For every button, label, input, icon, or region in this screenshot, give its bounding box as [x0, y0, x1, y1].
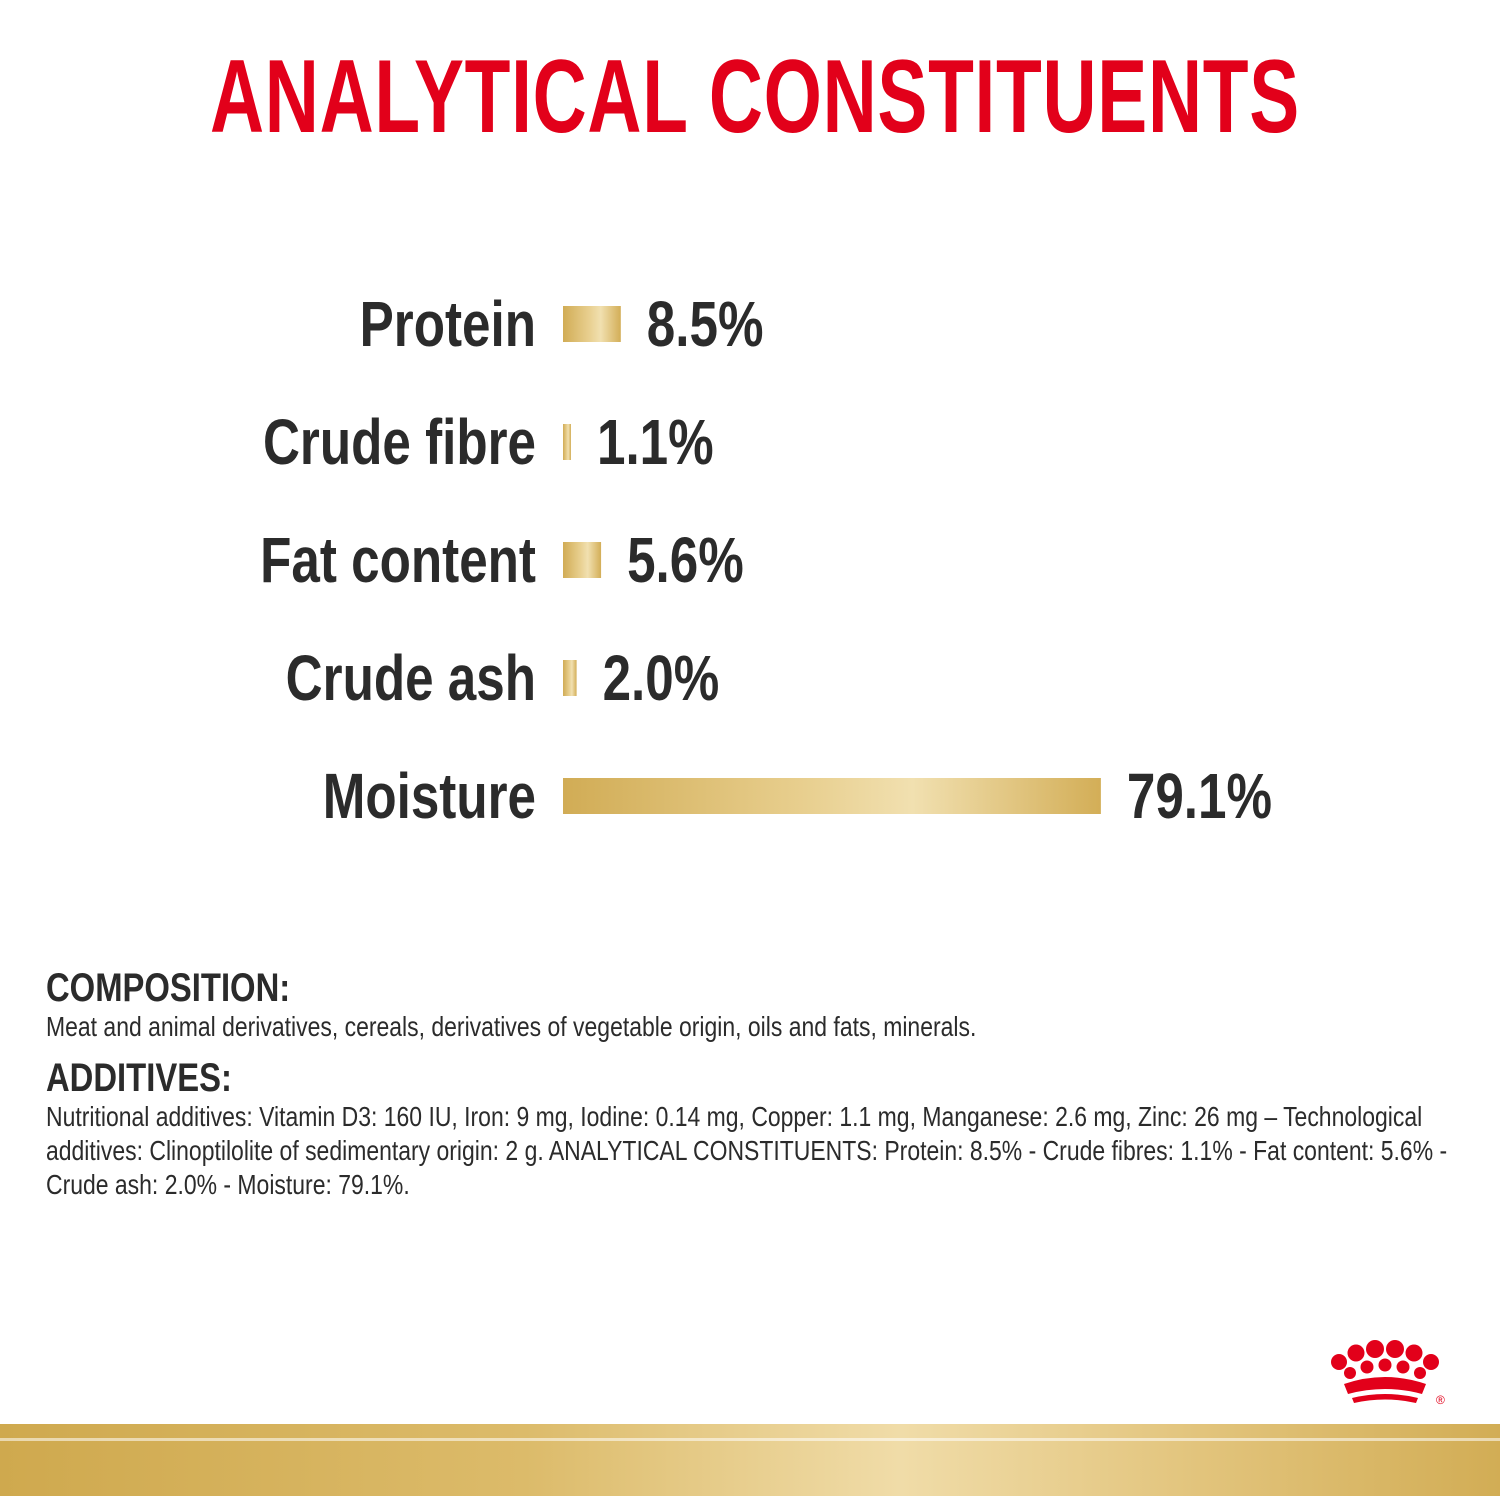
category-label: Fat content — [260, 526, 536, 597]
bottom-decorative-band — [0, 1424, 1500, 1496]
band-highlight-line — [0, 1438, 1500, 1441]
additives-text: Nutritional additives: Vitamin D3: 160 I… — [46, 1101, 1448, 1200]
bar — [563, 542, 602, 578]
bar — [563, 424, 571, 460]
additives-heading: ADDITIVES: — [46, 1056, 232, 1100]
category-label: Crude ash — [286, 644, 536, 715]
value-label: 79.1% — [1127, 762, 1272, 833]
registered-mark: ® — [1436, 1393, 1445, 1407]
additives-section: ADDITIVES: Nutritional additives: Vitami… — [46, 1056, 1466, 1202]
page-title: ANALYTICAL CONSTITUENTS — [210, 39, 1300, 155]
composition-section: COMPOSITION: Meat and animal derivatives… — [46, 966, 1466, 1044]
value-label: 1.1% — [597, 408, 714, 479]
bar-chart: Protein 8.5% Crude fibre 1.1% Fat content 5.6… — [260, 290, 1272, 833]
value-label: 5.6% — [627, 526, 744, 597]
crown-icon: ® — [1331, 1340, 1445, 1407]
bar — [563, 778, 1101, 814]
value-label: 8.5% — [647, 290, 764, 361]
category-label: Crude fibre — [263, 408, 536, 479]
category-label: Protein — [360, 290, 536, 361]
value-label: 2.0% — [603, 644, 720, 715]
composition-text: Meat and animal derivatives, cereals, de… — [46, 1011, 977, 1042]
category-label: Moisture — [323, 762, 536, 833]
bar — [563, 306, 621, 342]
bar — [563, 660, 577, 696]
composition-heading: COMPOSITION: — [46, 966, 291, 1010]
